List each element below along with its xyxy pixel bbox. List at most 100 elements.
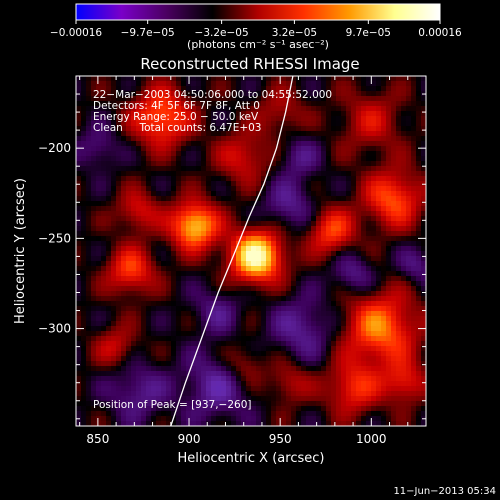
heatmap-cell bbox=[111, 216, 117, 222]
heatmap-cell bbox=[291, 126, 297, 132]
heatmap-cell bbox=[251, 181, 257, 187]
heatmap-cell bbox=[376, 396, 382, 402]
heatmap-cell bbox=[91, 371, 97, 377]
heatmap-cell bbox=[376, 261, 382, 267]
heatmap-cell bbox=[116, 276, 122, 282]
heatmap-cell bbox=[171, 266, 177, 272]
heatmap-cell bbox=[111, 241, 117, 247]
heatmap-cell bbox=[361, 401, 367, 407]
heatmap-cell bbox=[231, 206, 237, 212]
heatmap-cell bbox=[256, 111, 262, 117]
heatmap-cell bbox=[341, 406, 347, 412]
heatmap-cell bbox=[356, 336, 362, 342]
heatmap-cell bbox=[326, 241, 332, 247]
heatmap-cell bbox=[406, 111, 412, 117]
heatmap-cell bbox=[386, 386, 392, 392]
heatmap-cell bbox=[356, 96, 362, 102]
heatmap-cell bbox=[281, 156, 287, 162]
heatmap-cell bbox=[261, 276, 267, 282]
heatmap-cell bbox=[211, 351, 217, 357]
heatmap-cell bbox=[371, 251, 377, 257]
heatmap-cell bbox=[226, 196, 232, 202]
heatmap-cell bbox=[361, 131, 367, 137]
heatmap-cell bbox=[311, 116, 317, 122]
heatmap-cell bbox=[101, 151, 107, 157]
heatmap-cell bbox=[161, 356, 167, 362]
heatmap-cell bbox=[251, 141, 257, 147]
heatmap-cell bbox=[406, 206, 412, 212]
heatmap-cell bbox=[136, 341, 142, 347]
heatmap-cell bbox=[206, 141, 212, 147]
heatmap-cell bbox=[296, 411, 302, 417]
heatmap-cell bbox=[86, 221, 92, 227]
heatmap-cell bbox=[216, 326, 222, 332]
heatmap-cell bbox=[91, 196, 97, 202]
heatmap-cell bbox=[266, 86, 272, 92]
heatmap-cell bbox=[376, 296, 382, 302]
heatmap-cell bbox=[386, 126, 392, 132]
heatmap-cell bbox=[266, 161, 272, 167]
heatmap-cell bbox=[371, 401, 377, 407]
heatmap-cell bbox=[216, 216, 222, 222]
heatmap-cell bbox=[156, 106, 162, 112]
heatmap-cell bbox=[166, 296, 172, 302]
heatmap-cell bbox=[286, 246, 292, 252]
heatmap-cell bbox=[281, 361, 287, 367]
heatmap-cell bbox=[241, 206, 247, 212]
heatmap-cell bbox=[346, 136, 352, 142]
heatmap-cell bbox=[126, 126, 132, 132]
heatmap-cell bbox=[196, 146, 202, 152]
heatmap-cell bbox=[341, 291, 347, 297]
heatmap-cell bbox=[261, 76, 267, 82]
heatmap-cell bbox=[141, 296, 147, 302]
heatmap-cell bbox=[211, 76, 217, 82]
heatmap-cell bbox=[86, 341, 92, 347]
heatmap-cell bbox=[286, 386, 292, 392]
heatmap-cell bbox=[96, 246, 102, 252]
heatmap-cell bbox=[166, 126, 172, 132]
heatmap-cell bbox=[361, 271, 367, 277]
heatmap-cell bbox=[141, 126, 147, 132]
heatmap-cell bbox=[386, 251, 392, 257]
heatmap-cell bbox=[131, 366, 137, 372]
heatmap-cell bbox=[116, 381, 122, 387]
heatmap-cell bbox=[281, 136, 287, 142]
heatmap-cell bbox=[341, 211, 347, 217]
heatmap-cell bbox=[146, 191, 152, 197]
heatmap-cell bbox=[321, 396, 327, 402]
heatmap-cell bbox=[241, 326, 247, 332]
heatmap-cell bbox=[346, 306, 352, 312]
heatmap-cell bbox=[351, 341, 357, 347]
heatmap-cell bbox=[411, 191, 417, 197]
heatmap-cell bbox=[346, 411, 352, 417]
heatmap-cell bbox=[121, 151, 127, 157]
heatmap-cell bbox=[366, 136, 372, 142]
heatmap-cell bbox=[136, 381, 142, 387]
heatmap-cell bbox=[161, 256, 167, 262]
heatmap-cell bbox=[286, 196, 292, 202]
heatmap-cell bbox=[346, 266, 352, 272]
heatmap-cell bbox=[336, 196, 342, 202]
heatmap-cell bbox=[286, 336, 292, 342]
heatmap-cell bbox=[96, 366, 102, 372]
heatmap-cell bbox=[216, 106, 222, 112]
heatmap-cell bbox=[116, 306, 122, 312]
heatmap-cell bbox=[276, 116, 282, 122]
heatmap-cell bbox=[266, 311, 272, 317]
heatmap-cell bbox=[406, 401, 412, 407]
heatmap-cell bbox=[381, 421, 387, 426]
heatmap-cell bbox=[361, 146, 367, 152]
x-tick-label: 900 bbox=[178, 432, 201, 446]
heatmap-cell bbox=[361, 406, 367, 412]
heatmap-cell bbox=[401, 141, 407, 147]
heatmap-cell bbox=[231, 371, 237, 377]
heatmap-cell bbox=[246, 421, 252, 426]
heatmap-cell bbox=[76, 376, 82, 382]
heatmap-cell bbox=[121, 211, 127, 217]
heatmap-cell bbox=[156, 101, 162, 107]
heatmap-cell bbox=[166, 266, 172, 272]
heatmap-cell bbox=[176, 81, 182, 87]
heatmap-cell bbox=[196, 396, 202, 402]
heatmap-cell bbox=[186, 216, 192, 222]
heatmap-cell bbox=[216, 411, 222, 417]
